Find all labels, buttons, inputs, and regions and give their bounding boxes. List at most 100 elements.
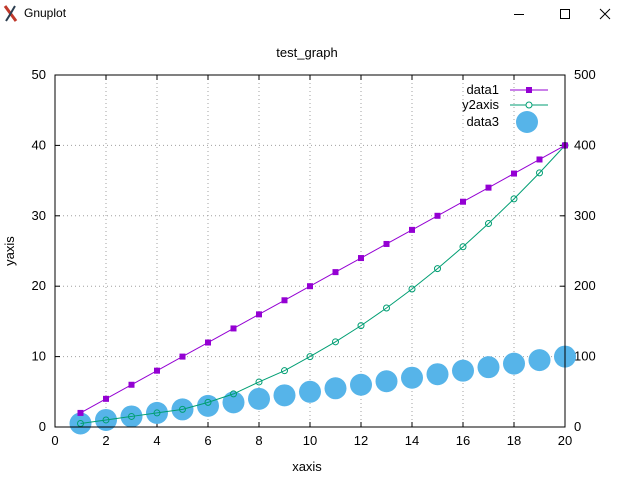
data3-point [324, 377, 347, 400]
x-tick-label: 18 [507, 433, 521, 448]
y2axis-point [510, 195, 518, 203]
data3-point [477, 356, 500, 379]
gnuplot-app-icon [3, 5, 18, 22]
y-tick-label: 10 [32, 349, 46, 364]
x-tick-label: 10 [303, 433, 317, 448]
x-tick-label: 12 [354, 433, 368, 448]
data1-point [77, 409, 84, 416]
data3-point [452, 359, 474, 382]
x-tick-label: 16 [456, 433, 470, 448]
grid-layer [55, 75, 565, 427]
maximize-icon [560, 9, 570, 19]
x-tick-label: 4 [153, 433, 160, 448]
data1-point [434, 212, 441, 219]
y2axis-point [128, 412, 135, 420]
y2axis-point [230, 390, 237, 398]
y2axis-point [434, 265, 441, 273]
y2axis-line [80, 145, 566, 424]
data3-point [375, 370, 398, 393]
title-bar: Gnuplot [0, 0, 624, 28]
plot-frame [54, 74, 566, 428]
data1-point [230, 325, 237, 332]
data1-point [154, 367, 160, 374]
data1-point [307, 283, 313, 290]
close-button[interactable] [586, 0, 624, 28]
chart-title: test_graph [276, 45, 337, 60]
x-tick-label: 0 [51, 433, 58, 448]
data3-point [222, 391, 245, 414]
y-tick-label: 0 [39, 419, 46, 434]
y2axis-point [459, 243, 467, 251]
y2axis-point [179, 405, 186, 413]
data3-point [528, 349, 551, 372]
y2axis-point [204, 398, 212, 406]
y-tick-label: 40 [32, 137, 46, 152]
y2axis-point [77, 419, 84, 427]
data1-point [460, 198, 466, 205]
x-tick-label: 8 [255, 433, 262, 448]
data3-point [248, 387, 270, 410]
data1-point [409, 226, 415, 233]
y2-tick-label: 300 [574, 208, 596, 223]
minimize-icon [514, 14, 524, 15]
x-tick-label: 20 [558, 433, 572, 448]
legend-label-data1: data1 [466, 82, 499, 97]
y-tick-label: 30 [32, 208, 46, 223]
x-axis-label: xaxis [292, 459, 322, 474]
close-icon [599, 8, 611, 20]
data1-line [80, 144, 566, 414]
data1-point [128, 381, 135, 388]
data3-point [273, 384, 296, 407]
data1-point [511, 170, 517, 177]
x-tick-label: 14 [405, 433, 419, 448]
y2-tick-label: 400 [574, 137, 596, 152]
minimize-button[interactable] [496, 0, 542, 28]
x-tick-label: 2 [102, 433, 109, 448]
legend-label-data3: data3 [466, 114, 499, 129]
y2axis-point [408, 285, 416, 293]
data1-point [536, 156, 543, 163]
legend-marker-data1 [526, 87, 532, 93]
y2axis-point [536, 169, 543, 177]
y2axis-point [357, 322, 365, 330]
y2axis-point [102, 416, 110, 424]
y2axis-point [332, 338, 339, 346]
data3-point [197, 394, 219, 417]
legend-marker-data3 [516, 111, 538, 133]
y2axis-point [306, 353, 314, 361]
tick-layer: 0 2 4 6 8 10 12 14 16 18 2001020304050010020030040… [32, 67, 596, 448]
data3-point [503, 352, 525, 375]
window-title: Gnuplot [24, 6, 67, 20]
y2axis-point [153, 409, 161, 417]
y2-tick-label: 100 [574, 349, 596, 364]
data1-point [281, 297, 288, 304]
y2-tick-label: 200 [574, 278, 596, 293]
data1-point [485, 184, 492, 191]
y2axis-point [281, 367, 288, 375]
y-axis-label: yaxis [2, 236, 17, 266]
y-tick-label: 20 [32, 278, 46, 293]
data1-point [383, 240, 390, 247]
data1-point [256, 311, 262, 318]
data1-point [179, 353, 186, 360]
y2axis-point [485, 220, 492, 228]
data1-point [332, 269, 339, 276]
data3-point [350, 373, 372, 396]
data1-point [358, 255, 364, 262]
y2axis-point [255, 378, 263, 386]
legend-marker-y2axis [525, 101, 533, 109]
maximize-button[interactable] [542, 0, 588, 28]
data3-point [401, 366, 423, 389]
data1-point [103, 395, 109, 402]
y2-tick-label: 500 [574, 67, 596, 82]
series-layer [69, 141, 576, 435]
data3-point [426, 363, 449, 386]
legend-label-y2axis: y2axis [462, 97, 499, 112]
data1-point [205, 339, 211, 346]
y-tick-label: 50 [32, 67, 46, 82]
x-tick-label: 6 [204, 433, 211, 448]
y2axis-point [383, 304, 390, 312]
plot-area: test_graph xaxis yaxis 0 2 4 6 8 10 12 14 16 18 20… [2, 45, 596, 474]
data3-point [299, 380, 321, 403]
